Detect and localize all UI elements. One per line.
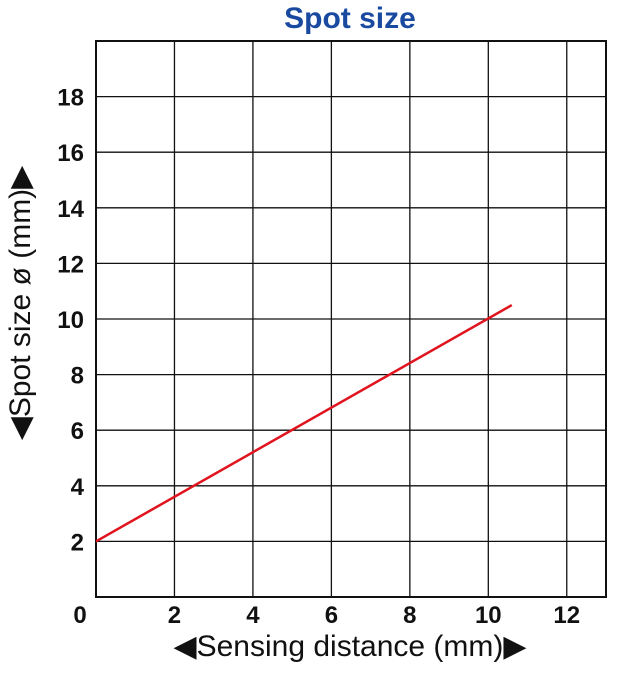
y-axis-ticks: 2 4 6 8 10 12 14 16 18	[57, 85, 84, 557]
y-tick-label: 18	[57, 85, 84, 112]
x-axis-label: ◀Sensing distance (mm)▶	[174, 630, 527, 663]
series-line	[95, 304, 513, 543]
y-tick-label: 16	[57, 140, 84, 167]
y-axis-label: ◀Spot size ø (mm)▶	[4, 166, 37, 441]
chart-title: Spot size	[284, 2, 416, 35]
y-tick-label: 4	[71, 474, 85, 501]
y-tick-label: 8	[71, 363, 84, 390]
x-tick-label: 10	[475, 602, 502, 629]
grid	[96, 41, 606, 597]
y-tick-label: 10	[57, 307, 84, 334]
plot-frame	[95, 40, 607, 598]
y-tick-label: 14	[57, 196, 84, 223]
x-tick-label: 0	[73, 602, 86, 629]
x-axis-ticks: 0 2 4 6 8 10 12	[73, 602, 580, 629]
series-layer	[95, 304, 513, 543]
y-tick-label: 2	[71, 529, 84, 556]
x-tick-label: 4	[246, 602, 260, 629]
x-tick-label: 6	[325, 602, 338, 629]
y-tick-label: 12	[57, 251, 84, 278]
x-tick-label: 12	[553, 602, 580, 629]
x-tick-label: 8	[403, 602, 416, 629]
y-tick-label: 6	[71, 418, 84, 445]
x-tick-label: 2	[168, 602, 181, 629]
